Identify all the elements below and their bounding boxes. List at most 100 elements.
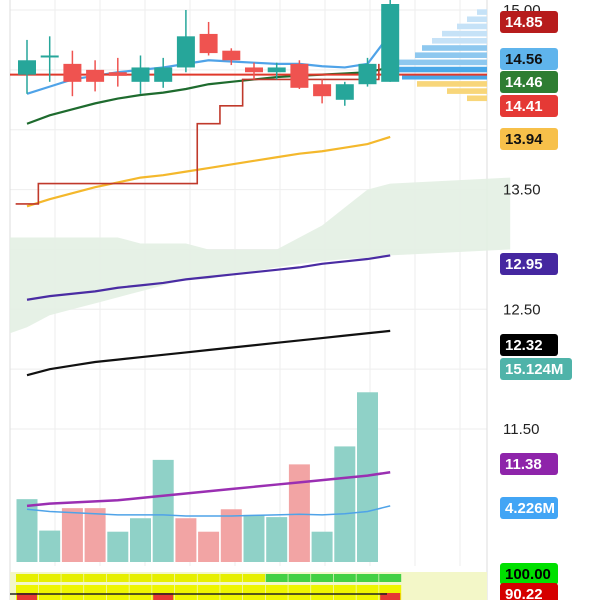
price-badge-label: 14.41 — [505, 98, 543, 115]
oscillator-cell — [61, 585, 84, 600]
volume-bar — [243, 514, 265, 562]
oscillator-cell — [311, 585, 334, 600]
volume-bar — [130, 518, 151, 562]
volume-bar — [266, 517, 288, 562]
volume-profile-bar — [402, 73, 487, 80]
candle-body — [108, 72, 127, 76]
price-badge — [500, 128, 558, 150]
oscillator-cell — [84, 585, 107, 600]
volume-profile-bar — [387, 66, 487, 73]
axis-tick-label: 11.50 — [503, 421, 539, 438]
oscillator-cell — [220, 585, 243, 600]
price-badge-label: 100.00 — [505, 566, 551, 583]
price-badge-label: 15.124M — [505, 361, 563, 378]
candle-body — [245, 67, 263, 73]
volume-profile-bar — [467, 16, 487, 23]
oscillator-cell — [16, 574, 38, 582]
price-badge-label: 90.22 — [505, 586, 543, 600]
oscillator-cell — [379, 574, 402, 582]
oscillator-cell — [38, 574, 61, 582]
moving-average-line — [26, 254, 391, 301]
oscillator-cell — [265, 574, 288, 582]
candle-body — [335, 84, 354, 100]
price-badge — [500, 253, 558, 275]
oscillator-cell — [38, 585, 61, 600]
oscillator-mark — [153, 593, 174, 600]
step-line — [15, 63, 380, 205]
oscillator-mark — [17, 593, 37, 600]
volume-bar — [198, 531, 220, 562]
price-badge — [500, 334, 558, 356]
candle-body — [313, 84, 332, 97]
volume-profile-bar — [477, 9, 487, 15]
candle-body — [131, 67, 150, 82]
candle-body — [358, 63, 377, 85]
axis-tick-label: 12.50 — [503, 301, 541, 318]
oscillator-cell — [333, 585, 356, 600]
oscillator-cell — [243, 585, 265, 600]
candle-body — [63, 63, 82, 82]
oscillator-cell — [311, 574, 334, 582]
volume-profile-bar — [415, 52, 487, 58]
oscillator-cell — [174, 585, 197, 600]
volume-bar — [288, 464, 310, 562]
candle-body — [199, 33, 218, 54]
oscillator-cell — [243, 574, 265, 582]
volume-bar — [16, 499, 38, 562]
price-badge — [500, 48, 558, 70]
price-badge-label: 14.56 — [505, 51, 543, 68]
volume-profile — [387, 9, 487, 102]
price-badge — [500, 563, 558, 585]
oscillator-cell — [356, 574, 379, 582]
volume-bar — [334, 446, 356, 562]
price-badges: 14.85 14.56 14.46 14.41 13.94 12.95 12.32 15.12… — [500, 11, 572, 600]
price-badge — [500, 11, 558, 33]
oscillator-cell — [129, 585, 152, 600]
volume-ma-line — [26, 505, 391, 517]
oscillator-cell — [333, 574, 356, 582]
volume-profile-bar — [417, 81, 487, 87]
candle-body — [154, 67, 173, 82]
volume-bar — [107, 531, 129, 562]
candle-body — [40, 55, 59, 58]
price-badge-label: 12.32 — [505, 337, 543, 354]
volume-ma2-line — [26, 470, 391, 508]
oscillator-cell — [288, 574, 311, 582]
candle-body — [222, 50, 241, 61]
oscillator-mark — [380, 593, 401, 600]
ichimoku-cloud — [10, 177, 511, 334]
price-badge — [500, 95, 558, 117]
price-badge-label: 4.226M — [505, 500, 555, 517]
candle-body — [267, 67, 286, 73]
volume-bar — [61, 508, 83, 562]
volume-bar — [175, 518, 197, 562]
oscillator-cell — [288, 585, 311, 600]
candle-body — [290, 63, 309, 88]
oscillator-cell — [265, 585, 288, 600]
price-badge — [500, 583, 558, 600]
oscillator-cell — [61, 574, 84, 582]
moving-average-line — [26, 66, 391, 125]
volume-profile-bar — [397, 59, 487, 66]
volume-bar — [357, 392, 378, 562]
price-badge — [500, 71, 558, 93]
price-badge-label: 11.38 — [505, 456, 542, 473]
oscillator-cell — [106, 574, 129, 582]
axis-tick-label: 13.50 — [503, 182, 541, 199]
candle-body — [86, 69, 105, 82]
moving-average-line — [26, 329, 391, 377]
oscillator-cell — [106, 585, 129, 600]
volume-profile-bar — [457, 23, 487, 30]
oscillator-cell — [152, 574, 175, 582]
volume-profile-bar — [447, 88, 487, 94]
oscillator-cell — [197, 574, 220, 582]
price-badge — [500, 358, 572, 380]
volume-bar — [152, 459, 174, 562]
candle-body — [381, 4, 400, 82]
cloud-area — [10, 177, 511, 334]
volume-profile-bar — [467, 95, 487, 102]
price-badge-label: 14.85 — [505, 14, 543, 31]
volume-bar — [220, 509, 242, 562]
volume-profile-bar — [442, 30, 487, 37]
